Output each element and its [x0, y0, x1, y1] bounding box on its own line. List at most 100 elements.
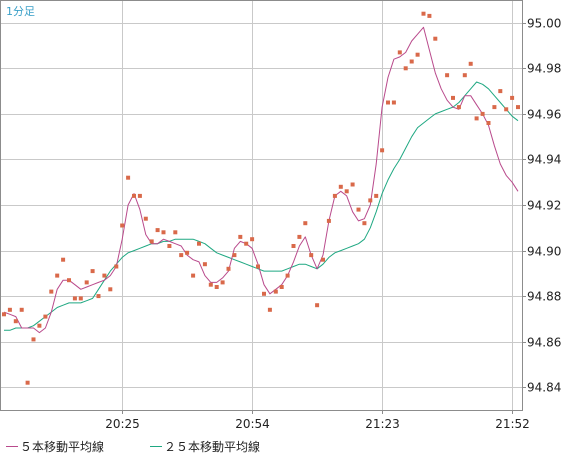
chart-title: 1分足	[6, 5, 35, 18]
price-dot	[114, 264, 119, 269]
price-dot	[451, 95, 455, 100]
price-dot	[421, 11, 426, 16]
price-dot	[108, 287, 113, 292]
price-dot	[433, 36, 438, 41]
price-dot	[191, 273, 196, 278]
price-dot	[309, 253, 314, 258]
price-dot	[7, 307, 12, 312]
ma25-layer	[4, 81, 519, 331]
price-dot	[55, 273, 60, 278]
x-tick-label: 20:25	[105, 417, 140, 431]
price-dot	[456, 105, 461, 110]
price-dot	[267, 307, 272, 312]
price-dot	[90, 269, 95, 274]
price-dot	[498, 89, 503, 94]
price-dot	[19, 307, 24, 312]
price-dot	[238, 234, 243, 239]
y-tick-label: 94.88	[527, 290, 561, 304]
y-tick-label: 94.96	[527, 108, 561, 122]
price-dot	[344, 189, 349, 194]
price-dot	[297, 234, 302, 239]
price-dot	[185, 250, 190, 255]
price-dot	[262, 291, 266, 296]
price-dot	[368, 198, 373, 203]
price-dot	[332, 193, 337, 198]
price-dot	[43, 314, 48, 319]
price-dot	[137, 193, 142, 198]
price-dot	[374, 193, 379, 198]
price-dot	[415, 52, 420, 57]
x-tick-label: 20:54	[235, 417, 270, 431]
price-dot	[208, 282, 213, 287]
price-dot	[84, 280, 89, 285]
price-dot	[173, 230, 178, 235]
price-dot	[303, 221, 308, 226]
price-dot	[179, 253, 184, 258]
price-dots	[2, 11, 520, 385]
price-dot	[256, 264, 260, 269]
grid	[0, 0, 522, 410]
price-dot	[326, 218, 331, 223]
y-tick-label: 95.00	[527, 17, 561, 31]
x-tick-label: 21:23	[365, 417, 400, 431]
price-dot	[391, 100, 396, 105]
price-dot	[492, 105, 497, 110]
y-tick-label: 94.84	[527, 381, 561, 395]
ma5-layer	[3, 26, 519, 334]
price-dot	[161, 230, 166, 235]
price-dot	[202, 262, 207, 267]
price-dot	[167, 244, 172, 248]
price-dot	[72, 296, 77, 301]
price-dot	[96, 294, 101, 299]
price-dot	[49, 289, 54, 294]
price-dot	[315, 303, 320, 308]
ma25-line	[4, 81, 519, 331]
price-dot	[232, 253, 237, 258]
price-dot	[380, 148, 385, 153]
price-dot	[445, 73, 450, 78]
price-dot	[362, 221, 367, 226]
price-dot	[149, 239, 154, 244]
price-dot	[155, 228, 160, 233]
legend-label: ５本移動平均線	[20, 439, 104, 454]
price-dot	[244, 241, 249, 246]
price-dot	[386, 100, 390, 105]
price-dot	[273, 289, 278, 294]
y-tick-label: 94.86	[527, 336, 561, 350]
price-dot	[214, 285, 219, 289]
x-tick-label: 21:52	[495, 417, 530, 431]
price-dot	[486, 121, 491, 125]
y-tick-label: 94.98	[527, 62, 561, 76]
price-dot	[25, 380, 30, 385]
ma5-line	[3, 26, 519, 334]
price-dot	[338, 184, 343, 189]
price-dot	[321, 257, 325, 262]
price-dot	[397, 50, 402, 55]
price-dot	[226, 266, 231, 271]
price-dot	[504, 107, 509, 112]
price-dot	[474, 116, 479, 121]
price-dot	[250, 237, 255, 242]
price-dot	[2, 312, 6, 317]
legend-item: ５本移動平均線	[6, 439, 104, 454]
y-tick-label: 94.90	[527, 245, 561, 259]
price-dot	[126, 175, 131, 180]
price-dot	[510, 95, 515, 100]
y-axis: 95.00 94.98 94.96 94.94 94.92 94.90 94.88 94.86…	[522, 17, 561, 395]
price-dot	[13, 319, 18, 324]
legend-item: ２５本移動平均線	[150, 439, 260, 454]
price-dot	[427, 13, 432, 18]
price-dot	[279, 285, 284, 289]
price-dot	[61, 257, 66, 262]
price-dot	[291, 244, 296, 248]
price-dot	[67, 278, 71, 283]
price-dot	[37, 323, 42, 328]
price-dot	[132, 193, 136, 198]
price-dot	[409, 59, 414, 64]
price-dot	[197, 241, 201, 246]
price-dot	[480, 111, 485, 116]
price-dot	[102, 273, 107, 278]
x-axis: 20:25 20:54 21:23 21:52	[105, 410, 530, 431]
y-tick-label: 94.92	[527, 199, 561, 213]
